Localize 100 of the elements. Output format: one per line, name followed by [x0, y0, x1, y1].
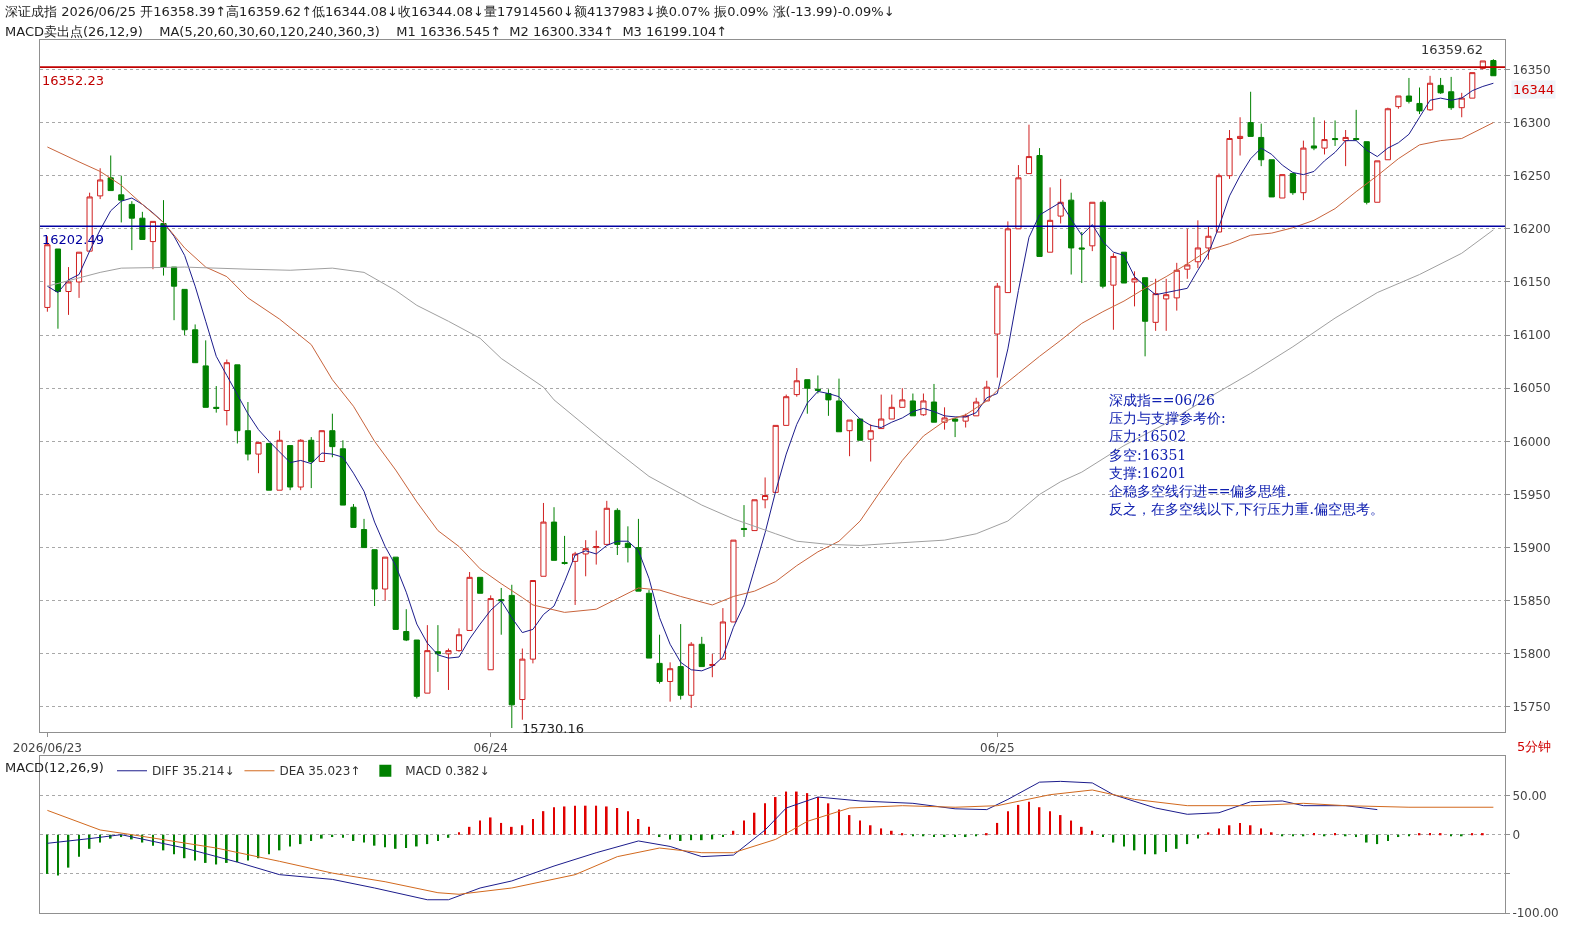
- candlestick: [529, 580, 536, 664]
- candlestick: [793, 367, 800, 398]
- candlestick: [413, 639, 420, 699]
- candlestick: [677, 623, 684, 701]
- bar: [595, 805, 598, 835]
- candlestick: [213, 385, 220, 414]
- annotation: 16359.62: [1421, 42, 1484, 57]
- bar: [310, 834, 313, 841]
- bar: [1165, 834, 1168, 852]
- candlestick: [1416, 87, 1423, 115]
- candlestick: [899, 387, 906, 408]
- candlestick: [719, 607, 726, 660]
- candlestick: [1152, 278, 1159, 332]
- candlestick: [318, 430, 325, 463]
- bar: [764, 803, 766, 835]
- candlestick: [952, 418, 959, 438]
- candlestick: [339, 439, 347, 506]
- bar: [510, 826, 513, 835]
- bar: [690, 834, 693, 841]
- candlestick: [97, 167, 104, 200]
- candlestick: [1025, 124, 1033, 175]
- bar: [78, 834, 80, 857]
- bar: [1429, 833, 1431, 836]
- candlestick: [698, 636, 705, 668]
- y-tick-label: 16200: [1512, 222, 1551, 237]
- candlestick: [1205, 226, 1212, 261]
- bar: [985, 833, 988, 836]
- ref-line-label: 16352.23: [42, 73, 105, 88]
- bar: [912, 834, 914, 837]
- bar: [479, 820, 481, 835]
- candlestick: [434, 624, 441, 673]
- candlestick: [540, 502, 547, 577]
- bar: [1460, 834, 1463, 837]
- candlestick: [223, 359, 230, 426]
- bar: [774, 797, 777, 835]
- candlestick: [783, 394, 790, 426]
- y-tick-label: 16150: [1512, 275, 1551, 290]
- candlestick: [477, 576, 484, 594]
- bar: [1049, 811, 1051, 835]
- bar: [1070, 820, 1073, 835]
- bar: [415, 834, 418, 847]
- bar: [880, 828, 883, 835]
- bar: [627, 811, 629, 835]
- x-tick-label: 06/24: [473, 740, 508, 755]
- candlestick: [297, 438, 304, 491]
- bar: [1260, 828, 1263, 835]
- candlestick: [1300, 140, 1307, 201]
- bar: [817, 797, 819, 835]
- y-tick-label: 15900: [1512, 540, 1551, 555]
- y-tick-label: 15800: [1512, 647, 1551, 662]
- bar: [1175, 834, 1178, 849]
- bar: [500, 822, 503, 835]
- candlestick: [1363, 141, 1370, 205]
- candlestick: [1374, 160, 1381, 203]
- bar: [1197, 834, 1199, 839]
- y-tick-label: 15850: [1512, 593, 1551, 608]
- candlestick: [508, 584, 515, 729]
- candlestick: [1384, 107, 1391, 161]
- candlestick: [846, 419, 853, 457]
- candlestick: [1331, 119, 1339, 147]
- bar: [605, 806, 608, 835]
- bar: [437, 834, 439, 841]
- bar: [1239, 822, 1241, 835]
- bar: [1365, 834, 1368, 843]
- bar: [679, 834, 682, 841]
- candlestick: [1131, 270, 1138, 307]
- candlestick: [867, 423, 874, 463]
- bar: [394, 834, 397, 849]
- candlestick: [1078, 231, 1085, 284]
- candlestick: [814, 374, 821, 395]
- candlestick: [878, 394, 885, 430]
- candlestick: [667, 661, 674, 703]
- candlestick: [276, 430, 283, 491]
- candlestick: [403, 608, 410, 642]
- candlestick: [498, 587, 505, 636]
- bar: [1387, 834, 1389, 841]
- candlestick: [740, 504, 748, 538]
- candlestick: [202, 339, 209, 408]
- candlestick: [1120, 251, 1128, 284]
- y-tick-label: -100.00: [1512, 906, 1559, 921]
- y-tick-label: 15950: [1512, 487, 1551, 502]
- bar: [1218, 828, 1220, 835]
- bar: [1028, 801, 1030, 835]
- bar: [1334, 833, 1336, 836]
- candlestick: [149, 220, 157, 270]
- candlestick: [308, 436, 315, 489]
- annotation: 深成指==06/26 压力与支撑参考价: 压力:16502 多空:16351 支撑:16201 企稳多空线行进==偏多思维. 反之，在多空线以下,下行压力重.偏空思考。: [1109, 392, 1384, 518]
- candlestick: [455, 627, 463, 653]
- bar: [1144, 834, 1146, 855]
- bar: [964, 834, 967, 838]
- legend-label: DIFF 35.214↓: [152, 764, 235, 779]
- candlestick: [593, 530, 600, 566]
- candlestick: [1437, 77, 1444, 95]
- bar: [405, 834, 408, 849]
- bar: [584, 805, 587, 835]
- legend-label: MACD 0.382↓: [405, 764, 490, 779]
- bar: [1091, 830, 1094, 835]
- candlestick: [561, 535, 568, 566]
- candlestick: [688, 641, 695, 709]
- candlestick: [54, 248, 62, 330]
